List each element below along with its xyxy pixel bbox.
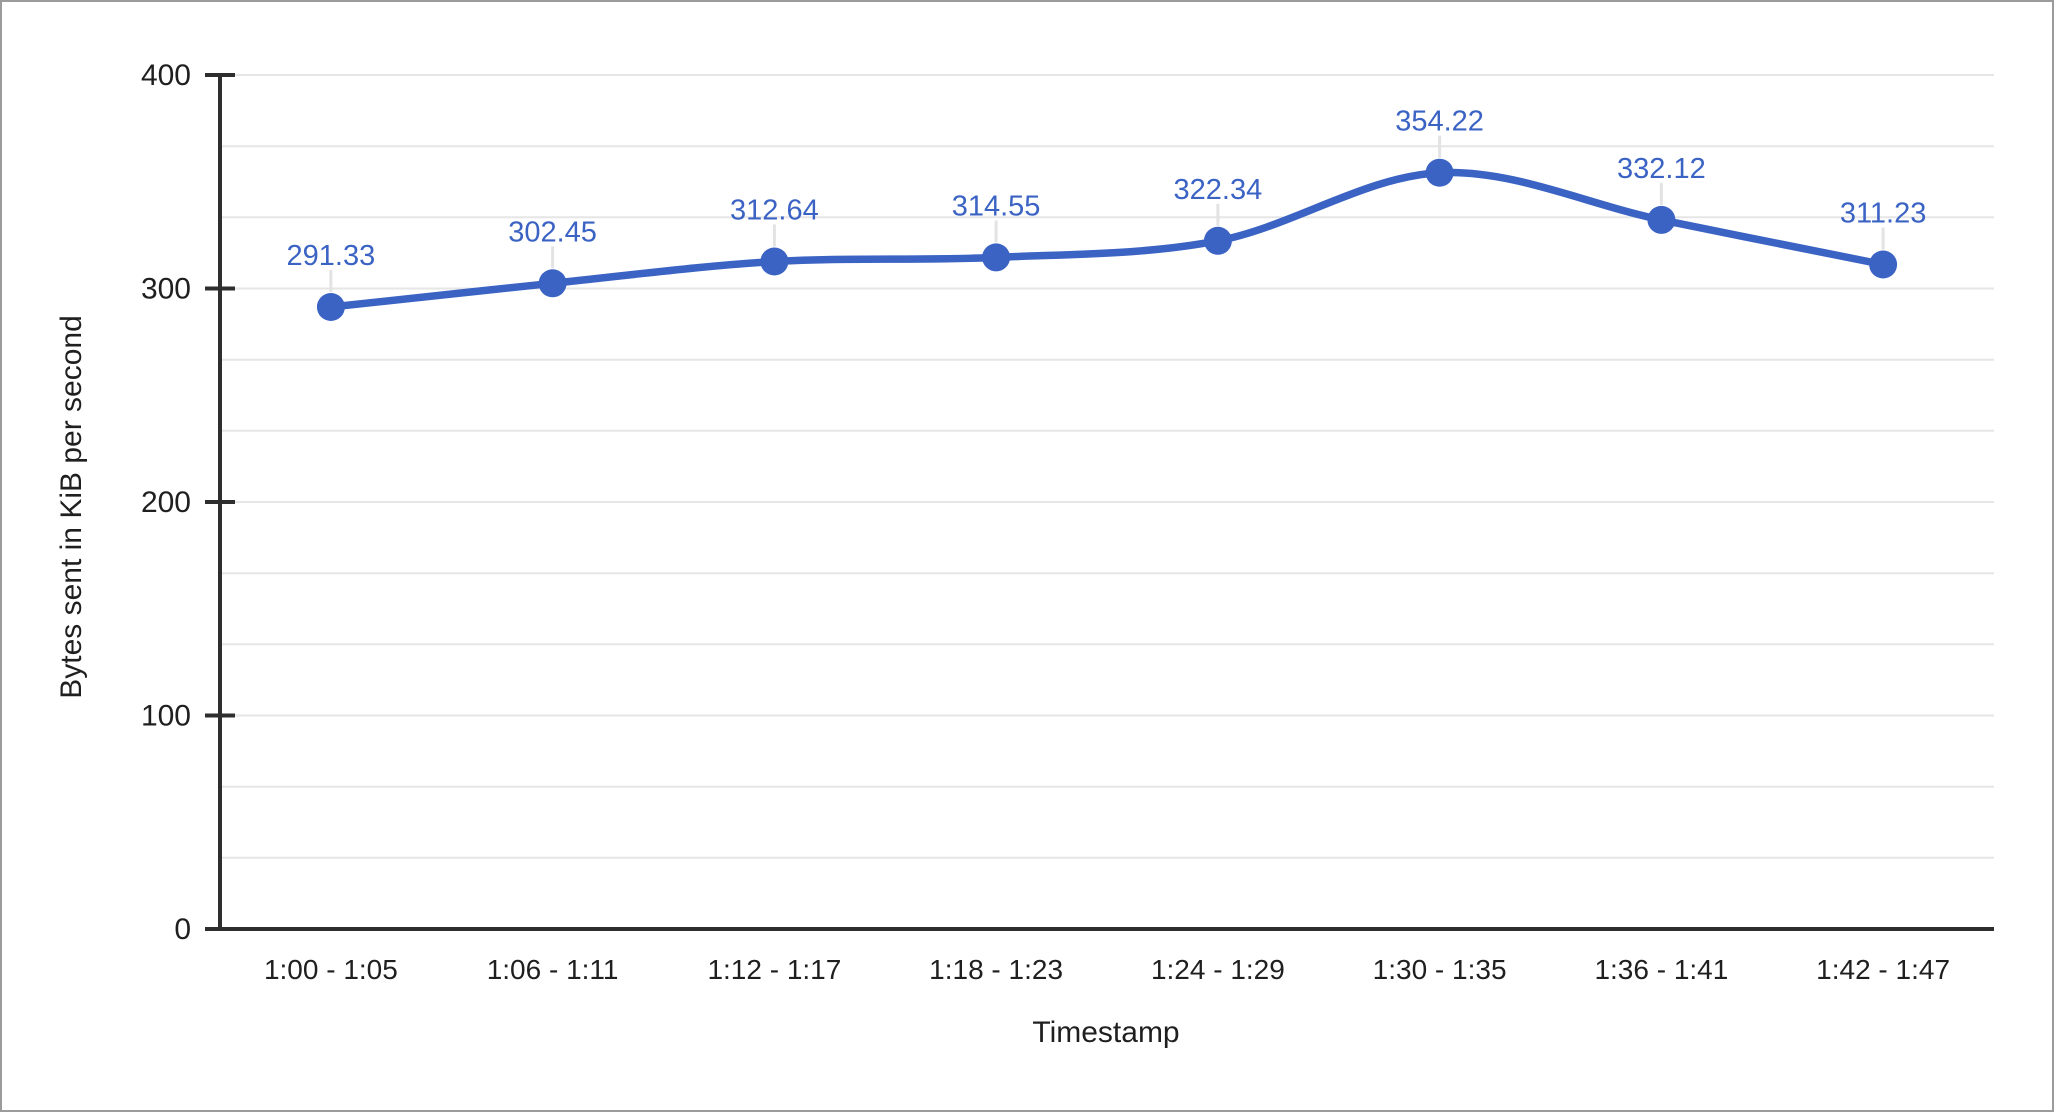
y-axis-tick xyxy=(205,927,235,931)
data-point[interactable] xyxy=(1647,205,1676,234)
y-axis-tick xyxy=(205,500,235,504)
data-point-label: 322.34 xyxy=(1174,174,1263,206)
x-tick-label: 1:18 - 1:23 xyxy=(929,954,1063,985)
data-point-label: 302.45 xyxy=(508,216,597,248)
x-tick-label: 1:42 - 1:47 xyxy=(1816,954,1950,985)
data-point-label: 354.22 xyxy=(1395,106,1484,138)
x-tick-label: 1:06 - 1:11 xyxy=(487,954,619,985)
y-axis-tick xyxy=(205,286,235,291)
y-axis-tick xyxy=(205,73,235,77)
data-point-label: 312.64 xyxy=(730,195,819,227)
y-tick-label: 100 xyxy=(141,700,191,733)
data-point[interactable] xyxy=(316,293,345,321)
y-tick-label: 400 xyxy=(141,59,191,92)
data-point[interactable] xyxy=(1869,250,1898,279)
x-tick-label: 1:00 - 1:05 xyxy=(264,954,398,985)
x-tick-label: 1:30 - 1:35 xyxy=(1373,954,1507,985)
data-point[interactable] xyxy=(982,243,1011,272)
data-point[interactable] xyxy=(1203,226,1232,255)
y-tick-label: 0 xyxy=(174,913,191,946)
data-point[interactable] xyxy=(1425,158,1454,187)
x-axis-line xyxy=(205,927,1994,931)
x-axis-title: Timestamp xyxy=(1032,1016,1180,1049)
data-point-label: 311.23 xyxy=(1840,198,1927,230)
x-tick-label: 1:36 - 1:41 xyxy=(1594,954,1728,985)
y-tick-label: 300 xyxy=(141,273,191,306)
y-axis-title: Bytes sent in KiB per second xyxy=(55,315,88,699)
y-tick-label: 200 xyxy=(141,486,191,519)
data-point[interactable] xyxy=(538,269,567,298)
x-tick-label: 1:24 - 1:29 xyxy=(1151,954,1285,985)
series-line xyxy=(327,168,1887,311)
y-axis-tick xyxy=(205,713,235,718)
data-point-label: 314.55 xyxy=(952,190,1041,222)
x-tick-label: 1:12 - 1:17 xyxy=(707,954,841,985)
data-point[interactable] xyxy=(760,247,789,276)
data-point-label: 291.33 xyxy=(287,240,376,272)
data-point-label: 332.12 xyxy=(1617,153,1706,185)
